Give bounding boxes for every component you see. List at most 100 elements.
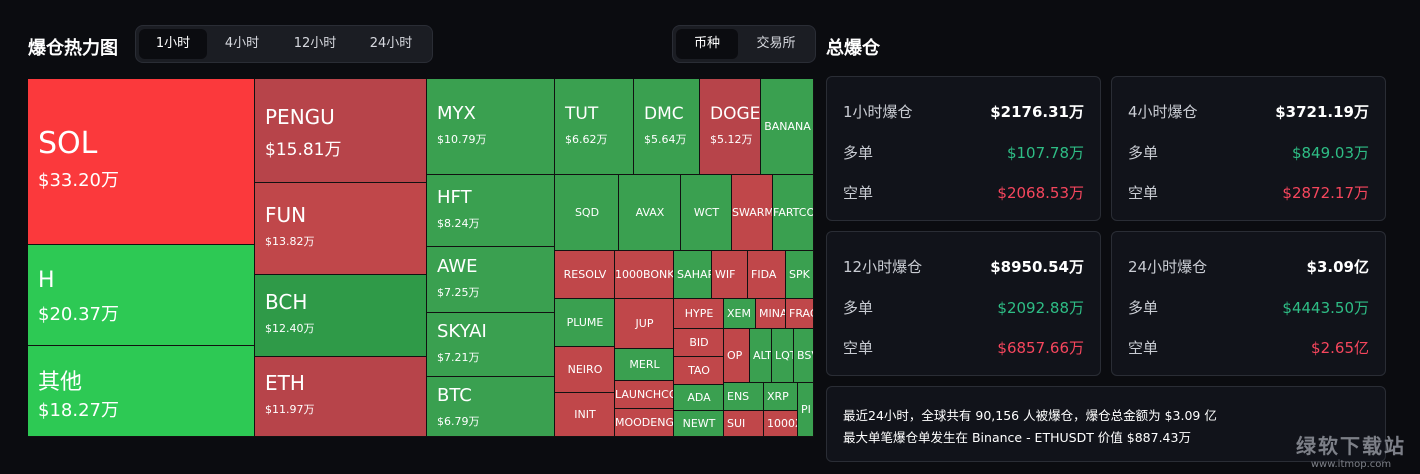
tab-12h[interactable]: 12小时 [293, 36, 337, 51]
treemap-cell-launchcoin[interactable]: LAUNCHCOIN [615, 381, 674, 409]
treemap-cell-tut[interactable]: TUT $6.62万 [555, 79, 634, 175]
treemap-cell-name: SPK [789, 268, 810, 281]
treemap-cell-resolv[interactable]: RESOLV [555, 251, 615, 299]
treemap-cell-fun[interactable]: FUN $13.82万 [255, 183, 427, 275]
treemap-cell-name: WIF [715, 268, 736, 281]
treemap-cell-name: INIT [574, 408, 596, 421]
treemap-cell-name: MOODENG [615, 416, 674, 429]
tab-4h[interactable]: 4小时 [224, 36, 260, 51]
treemap-cell-name: TUT [565, 104, 599, 124]
treemap-cell-value: $10.79万 [437, 133, 487, 146]
long-label: 多单 [843, 299, 874, 317]
treemap-cell-name: PLUME [566, 316, 604, 329]
treemap-cell-avax[interactable]: AVAX [619, 175, 681, 251]
treemap-cell-wif[interactable]: WIF [712, 251, 748, 299]
treemap-cell-name: ENS [727, 390, 750, 403]
card-total: $3721.19万 [1275, 103, 1369, 121]
treemap-cell-sahara[interactable]: SAHARA [674, 251, 712, 299]
treemap-cell-eth[interactable]: ETH $11.97万 [255, 357, 427, 437]
totals-title: 总爆仓 [826, 38, 880, 59]
tab-by-coin[interactable]: 币种 [676, 29, 738, 59]
treemap-cell-value: $18.27万 [38, 399, 119, 421]
treemap-cell-name: WCT [693, 206, 720, 219]
treemap-cell-hft[interactable]: HFT $8.24万 [427, 175, 555, 247]
liquidation-card-2: 12小时爆仓 $8950.54万 多单 $2092.88万 空单 $6857.66万 [826, 231, 1101, 376]
treemap-cell-plume[interactable]: PLUME [555, 299, 615, 347]
watermark-url: www.itmop.com [1310, 459, 1392, 470]
treemap-cell-name: NEWT [682, 417, 716, 430]
treemap-cell-其他[interactable]: 其他 $18.27万 [28, 346, 255, 437]
treemap-cell-name: BANANA [764, 120, 811, 133]
long-label: 多单 [1128, 144, 1159, 162]
treemap-cell-name: BSV [797, 349, 813, 362]
card-long: $849.03万 [1291, 144, 1369, 162]
watermark-text: 绿软下载站 [1296, 434, 1406, 458]
treemap-cell-value: $7.25万 [437, 286, 480, 299]
treemap-cell-pi[interactable]: PI [798, 383, 814, 437]
liquidation-card-3: 24小时爆仓 $3.09亿 多单 $4443.50万 空单 $2.65亿 [1111, 231, 1386, 376]
treemap-cell-wct[interactable]: WCT [681, 175, 732, 251]
treemap-cell-value: $11.97万 [265, 403, 315, 416]
group-selector: 币种 交易所 [672, 25, 816, 63]
heatmap-title: 爆仓热力图 [28, 38, 118, 59]
tab-by-exchange[interactable]: 交易所 [756, 36, 796, 51]
treemap-cell-value: $7.21万 [437, 351, 480, 364]
treemap-cell-dmc[interactable]: DMC $5.64万 [634, 79, 700, 175]
card-long: $107.78万 [1006, 144, 1084, 162]
treemap-cell-btc[interactable]: BTC $6.79万 [427, 377, 555, 437]
treemap-cell-tao[interactable]: TAO [674, 357, 724, 385]
treemap-cell-banana[interactable]: BANANA [761, 79, 814, 175]
treemap-cell-frag[interactable]: FRAG [786, 299, 814, 329]
treemap-cell-bch[interactable]: BCH $12.40万 [255, 275, 427, 357]
treemap-cell-hype[interactable]: HYPE [674, 299, 724, 329]
treemap-cell-name: MYX [437, 103, 476, 124]
treemap-cell-sol[interactable]: SOL $33.20万 [28, 79, 255, 245]
treemap-cell-name: BID [689, 336, 709, 349]
tab-1h[interactable]: 1小时 [139, 29, 207, 59]
treemap-cell-alt[interactable]: ALT [750, 329, 772, 383]
treemap-cell-name: TAO [688, 364, 710, 377]
treemap-cell-op[interactable]: OP [724, 329, 750, 383]
treemap-cell-myx[interactable]: MYX $10.79万 [427, 79, 555, 175]
treemap-cell-jup[interactable]: JUP [615, 299, 674, 349]
treemap-cell-doge[interactable]: DOGE $5.12万 [700, 79, 761, 175]
treemap-cell-fida[interactable]: FIDA [748, 251, 786, 299]
treemap-cell-sqd[interactable]: SQD [555, 175, 619, 251]
treemap-cell-neiro[interactable]: NEIRO [555, 347, 615, 393]
treemap-cell-skyai[interactable]: SKYAI $7.21万 [427, 313, 555, 377]
treemap-cell-init[interactable]: INIT [555, 393, 615, 437]
treemap-cell-value: $12.40万 [265, 322, 315, 335]
treemap-cell-bid[interactable]: BID [674, 329, 724, 357]
treemap-cell-mina[interactable]: MINA [756, 299, 786, 329]
treemap-cell-name: MERL [629, 358, 660, 371]
time-range-selector: 1小时 4小时 12小时 24小时 [135, 25, 433, 63]
tab-24h[interactable]: 24小时 [369, 36, 413, 51]
treemap-cell-value: $15.81万 [265, 140, 342, 160]
treemap-cell-lqty[interactable]: LQTY [772, 329, 794, 383]
treemap-cell-swarms[interactable]: SWARMS [732, 175, 773, 251]
treemap-cell-awe[interactable]: AWE $7.25万 [427, 247, 555, 313]
summary-line-2: 最大单笔爆仓单发生在 Binance - ETHUSDT 价值 $887.43万 [843, 430, 1191, 445]
treemap-cell-xem[interactable]: XEM [724, 299, 756, 329]
treemap-cell-merl[interactable]: MERL [615, 349, 674, 381]
treemap-cell-spk[interactable]: SPK [786, 251, 814, 299]
treemap-cell-moodeng[interactable]: MOODENG [615, 409, 674, 437]
treemap-cell-newt[interactable]: NEWT [674, 411, 724, 437]
card-short: $2872.17万 [1282, 184, 1369, 202]
treemap-cell-h[interactable]: H $20.37万 [28, 245, 255, 346]
treemap-cell-name: DMC [644, 104, 684, 124]
treemap-cell-xrp[interactable]: XRP [764, 383, 798, 411]
treemap-cell-fartcoin[interactable]: FARTCOIN [773, 175, 814, 251]
treemap-cell-1000bonk[interactable]: 1000BONK [615, 251, 674, 299]
liquidation-card-0: 1小时爆仓 $2176.31万 多单 $107.78万 空单 $2068.53万 [826, 76, 1101, 221]
treemap-cell-ada[interactable]: ADA [674, 385, 724, 411]
card-label: 24小时爆仓 [1128, 258, 1208, 276]
treemap-cell-1000x[interactable]: 1000X [764, 411, 798, 437]
treemap-cell-name: ETH [265, 371, 305, 395]
treemap-cell-ens[interactable]: ENS [724, 383, 764, 411]
watermark: 绿软下载站 www.itmop.com [1296, 430, 1406, 470]
treemap-cell-bsv[interactable]: BSV [794, 329, 814, 383]
card-long: $4443.50万 [1282, 299, 1369, 317]
treemap-cell-pengu[interactable]: PENGU $15.81万 [255, 79, 427, 183]
treemap-cell-sui[interactable]: SUI [724, 411, 764, 437]
